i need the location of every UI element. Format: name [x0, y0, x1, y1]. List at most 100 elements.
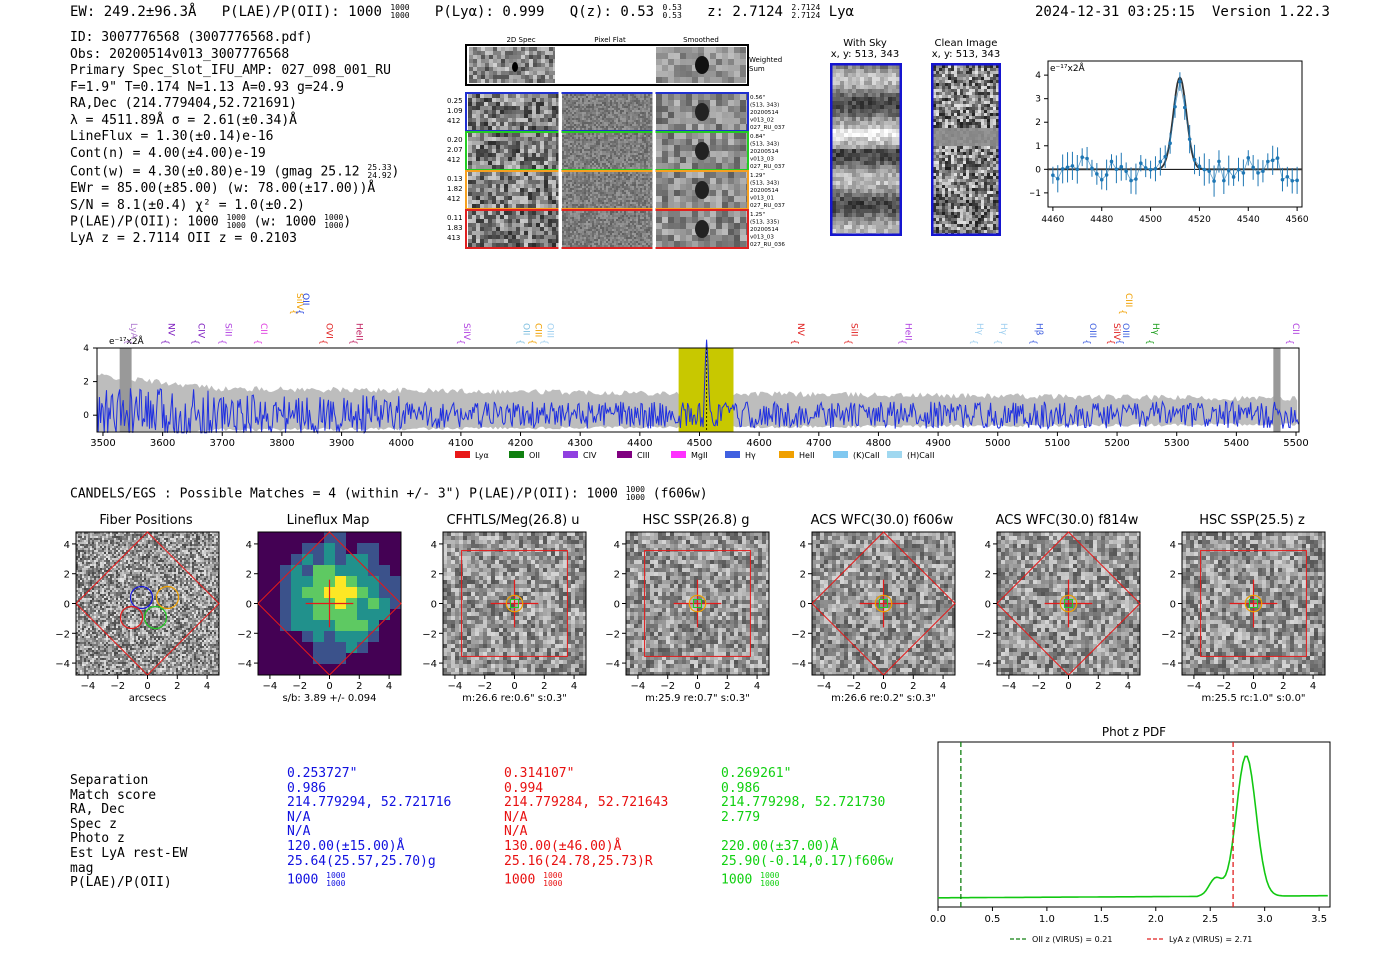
emission-line-marker: {: [294, 309, 304, 315]
emission-line-label: OII: [300, 293, 310, 305]
aperture-circle: [688, 594, 707, 613]
x-tick-label: 4480: [1090, 215, 1113, 225]
y-tick-label: 2: [1035, 118, 1041, 128]
match-value: N/A: [287, 824, 311, 840]
match-column: 0.269261" 0.986 214.779298, 52.721730 2.779…: [721, 766, 893, 889]
source-marker: [1064, 599, 1073, 608]
match-plae: 1000 1000 1000: [721, 871, 780, 889]
legend-lya-label: LyA z (VIRUS) = 2.71: [1169, 935, 1252, 944]
x-tick-label: 4: [386, 681, 392, 692]
line-legend: Lyα OII CIV CIII MgII Hγ HeII (K)CaII (H)CaII: [455, 451, 934, 460]
ifu-footprint: [644, 550, 751, 657]
match-value: 25.16(24.78,25.73)R: [504, 853, 653, 869]
y-tick-label: 4: [1035, 71, 1041, 81]
match-value: 130.00(±46.00)Å: [504, 838, 622, 854]
x-tick-label: 0: [1065, 681, 1071, 692]
x-tick-label: 4: [1310, 681, 1316, 692]
cutout-title: ACS WFC(30.0) f814w: [995, 513, 1139, 528]
x-tick-label: 4400: [627, 438, 652, 449]
match-labels: Separation Match score RA, Dec Spec z Ph…: [70, 773, 187, 891]
cutout-title: Lineflux Map: [286, 513, 370, 528]
y-tick-label: 4: [64, 540, 70, 551]
x-tick-label: 0: [880, 681, 886, 692]
emission-line-label: SiIV: [294, 293, 304, 311]
emission-line-label: Hγ: [1150, 323, 1160, 336]
x-tick-label: −4: [81, 681, 96, 692]
x-tick-label: −2: [477, 681, 492, 692]
legend-swatch: [617, 451, 632, 458]
match-plae: 1000 1000 1000: [504, 871, 563, 889]
match-label: RA, Dec: [70, 802, 125, 818]
emission-line-label: CIII: [532, 323, 542, 337]
emission-line-marker: {: [1117, 309, 1127, 315]
x-tick-label: 1.0: [1039, 914, 1055, 925]
x-tick-label: 4540: [1237, 215, 1260, 225]
spec2d-row-meta: (513, 343): [750, 103, 779, 109]
legend-label: Lyα: [475, 451, 489, 460]
legend-label: HeII: [799, 451, 815, 460]
spec2d-row-stat: 1.09: [447, 107, 463, 115]
spec2d-row: 0.25 1.09 412 0.56" (513, 343)20200514 v013_0…: [447, 92, 785, 132]
y-tick-label: −2: [423, 629, 437, 640]
x-tick-label: −2: [110, 681, 125, 692]
image-frame: [830, 63, 902, 236]
info-contw: Cont(w) = 4.30(±0.80)e-19 (gmag 25.12 25…: [70, 163, 400, 180]
cutout-image: −4 −4 −2 −2 0 0 2 2 4 4 m:25.5 rc:1.0" s:0.0": [1162, 531, 1326, 704]
x-tick-label: 3800: [269, 438, 294, 449]
match-value: 0.314107": [504, 766, 575, 781]
cutout-subtitle: arcsecs: [129, 693, 167, 704]
x-tick-label: −2: [660, 681, 675, 692]
header-timestamp: 2024-12-31 03:25:15: [1034, 4, 1196, 20]
info-line: Obs: 20200514v013_3007776568: [70, 46, 290, 62]
y-tick-label: −2: [606, 629, 620, 640]
emission-line-label: NV: [166, 323, 176, 337]
emission-line-marker: {: [288, 309, 298, 315]
spec2d-header-flat: Pixel Flat: [594, 36, 626, 44]
x-tick-label: 0: [511, 681, 517, 692]
x-tick-label: 0.0: [930, 914, 946, 925]
info-line: Cont(n) = 4.00(±4.00)e-19: [70, 145, 266, 161]
y-tick-label: 0: [83, 411, 89, 421]
cutout-title: ACS WFC(30.0) f606w: [810, 513, 954, 528]
cutout-image: −4 −4 −2 −2 0 0 2 2 4 4: [977, 531, 1141, 692]
x-tick-label: 3600: [150, 438, 175, 449]
emission-line-label: CIV: [195, 323, 205, 339]
emission-line-marker: {: [1105, 339, 1115, 345]
y-tick-label: 2: [83, 378, 89, 388]
info-line: ID: 3007776568 (3007776568.pdf): [70, 30, 313, 45]
x-tick-label: 5000: [985, 438, 1010, 449]
fiber-circle: [143, 605, 168, 630]
aperture-circle: [505, 594, 524, 613]
info-lya-z: LyA z = 2.7114 OII z = 0.2103: [70, 231, 297, 246]
spec2d-header-2d: 2D Spec: [506, 36, 535, 44]
catalog-matches-line: CANDELS/EGS : Possible Matches = 4 (with…: [70, 485, 708, 502]
match-value: 0.994: [504, 780, 544, 796]
spec2d-row-stat: 0.11: [447, 214, 463, 222]
ifu-footprint: [1200, 550, 1307, 657]
emission-line-label: SiII: [222, 323, 232, 337]
x-tick-label: 3.5: [1311, 914, 1327, 925]
cutout-title: HSC SSP(26.8) g: [642, 513, 750, 528]
x-tick-label: 2: [356, 681, 362, 692]
y-tick-label: −1: [1030, 189, 1041, 199]
cutout-subtitle: m:25.9 re:0.7" s:0.3": [645, 693, 750, 704]
x-tick-label: 1.5: [1093, 914, 1109, 925]
x-tick-label: 4: [940, 681, 946, 692]
cutout-image: −4 −4 −2 −2 0 0 2 2 4 4 arcsecs: [56, 531, 220, 704]
masked-region: [119, 348, 132, 432]
legend-swatch: [509, 451, 524, 458]
data-line: [1052, 81, 1298, 183]
spec2d-row-meta: (513, 343): [750, 142, 779, 148]
header-meta: 2024-12-31 03:25:15 Version 1.22.3: [1035, 4, 1330, 20]
y-tick-label: 2: [431, 570, 437, 581]
x-tick-label: 3700: [210, 438, 235, 449]
legend-label: MgII: [691, 451, 708, 460]
spec2d-row-stat: 0.20: [447, 136, 463, 144]
x-tick-label: 4560: [1286, 215, 1309, 225]
header-plya: P(Lyα): 0.999: [434, 4, 545, 20]
smoothed-blob: [695, 142, 709, 160]
x-tick-label: 2.0: [1148, 914, 1164, 925]
y-tick-label: −2: [56, 629, 70, 640]
cutout-title: CFHTLS/Meg(26.8) u: [446, 513, 580, 528]
info-ewr: EWr = 85.00(±85.00) (w: 78.00(±17.00))Å: [70, 181, 376, 196]
